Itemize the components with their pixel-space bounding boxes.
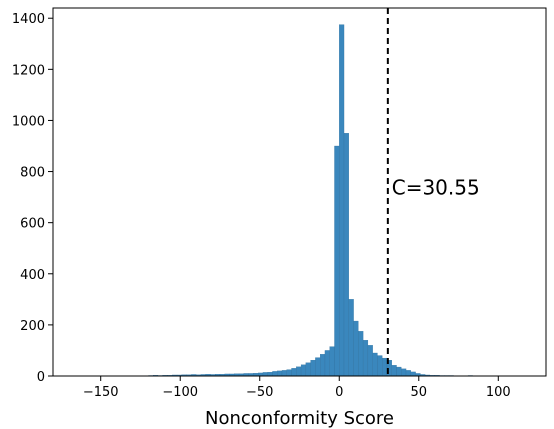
histogram-bar	[281, 370, 287, 377]
histogram-bar	[343, 133, 349, 377]
x-tick-label: 50	[411, 385, 428, 400]
histogram-bar	[267, 372, 273, 377]
histogram-bar	[401, 368, 407, 377]
histogram-bar	[262, 372, 268, 377]
y-tick-label: 400	[20, 268, 45, 283]
histogram-bar	[348, 299, 354, 377]
x-tick-label: −100	[162, 385, 198, 400]
y-tick-label: 800	[20, 166, 45, 181]
histogram-bar	[405, 370, 411, 377]
histogram-bar	[305, 362, 311, 377]
histogram-bar	[377, 355, 383, 377]
y-tick-label: 1200	[12, 63, 45, 78]
cutoff-label: C=30.55	[392, 176, 480, 200]
histogram-bar	[320, 354, 326, 377]
histogram-bar	[382, 357, 388, 377]
histogram-bar	[391, 365, 397, 377]
histogram-bar	[296, 366, 302, 377]
histogram-bar	[396, 366, 402, 377]
x-axis-label: Nonconformity Score	[205, 408, 394, 429]
y-tick-label: 1400	[12, 12, 45, 27]
histogram-bar	[329, 346, 335, 377]
histogram-bar	[300, 364, 307, 377]
x-tick-label: 0	[335, 385, 343, 400]
x-tick-label: −150	[83, 385, 119, 400]
histogram-bar	[286, 369, 292, 377]
histogram-bar	[372, 352, 378, 377]
histogram-bar	[334, 145, 340, 377]
x-tick-label: 100	[486, 385, 511, 400]
histogram-bar	[291, 368, 297, 377]
histogram-bar	[339, 24, 345, 377]
histogram-bar	[277, 370, 283, 377]
y-tick-label: 200	[20, 319, 45, 334]
histogram-bar	[310, 360, 316, 377]
histogram-bar	[324, 350, 330, 377]
y-tick-label: 1000	[12, 114, 45, 129]
histogram-bar	[272, 371, 278, 377]
y-axis: 0 200 400 600 800 1000 1200 1400	[12, 12, 53, 385]
x-tick-label: −50	[246, 385, 273, 400]
histogram-bar	[410, 371, 416, 377]
histogram-bar	[353, 320, 359, 377]
histogram-bar	[315, 357, 321, 377]
y-tick-label: 0	[37, 370, 45, 385]
histogram-bar	[367, 345, 373, 377]
plot-frame	[52, 7, 547, 377]
histogram-bar	[362, 340, 369, 377]
x-axis: −150 −100 −50 0 50 100	[83, 376, 511, 400]
histogram-bars	[148, 24, 483, 377]
histogram-bar	[358, 331, 364, 377]
y-tick-label: 600	[20, 217, 45, 232]
